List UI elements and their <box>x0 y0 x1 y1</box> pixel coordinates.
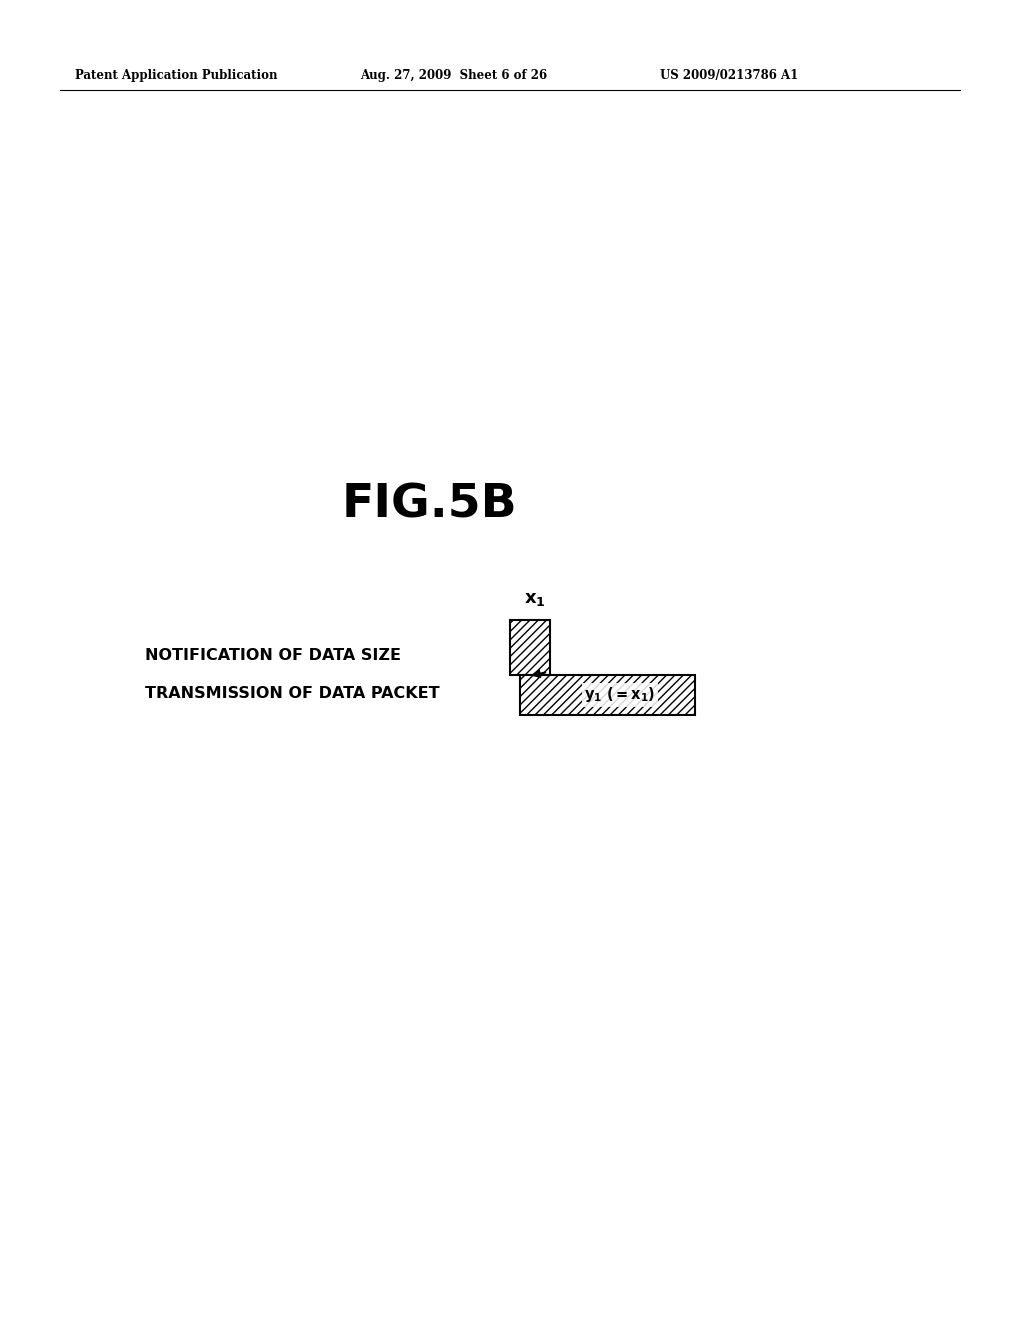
Text: Aug. 27, 2009  Sheet 6 of 26: Aug. 27, 2009 Sheet 6 of 26 <box>360 69 547 82</box>
Bar <box>520 675 695 715</box>
Bar <box>510 620 550 675</box>
Text: Patent Application Publication: Patent Application Publication <box>75 69 278 82</box>
Text: US 2009/0213786 A1: US 2009/0213786 A1 <box>660 69 799 82</box>
Text: NOTIFICATION OF DATA SIZE: NOTIFICATION OF DATA SIZE <box>145 648 401 663</box>
Text: FIG.5B: FIG.5B <box>342 483 518 528</box>
Text: $\mathregular{x_1}$: $\mathregular{x_1}$ <box>524 590 546 609</box>
Text: $\mathregular{y_1\ (= x_1)}$: $\mathregular{y_1\ (= x_1)}$ <box>585 685 655 705</box>
Text: TRANSMISSION OF DATA PACKET: TRANSMISSION OF DATA PACKET <box>145 685 439 701</box>
